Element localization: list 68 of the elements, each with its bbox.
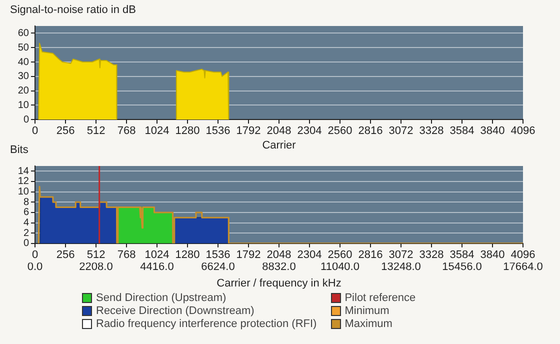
x-tick-label: 3328 xyxy=(419,125,444,138)
x-tick-label: 3584 xyxy=(450,125,474,138)
x-tick-label: 2816 xyxy=(358,249,383,262)
x2-tick-label: 0.0 xyxy=(27,261,43,274)
x2-tick-label: 4416.0 xyxy=(140,261,174,274)
y-tick-label: 40 xyxy=(18,56,30,68)
legend-label: Minimum xyxy=(344,305,390,317)
x-tick-label: 2816 xyxy=(358,125,383,138)
x2-tick-label: 11040.0 xyxy=(320,261,360,274)
y-axis-title: Signal-to-noise ratio in dB xyxy=(10,4,136,16)
x-tick-label: 4096 xyxy=(510,125,536,138)
legend-label: Send Direction (Upstream) xyxy=(96,292,226,304)
legend-label: Maximum xyxy=(344,318,392,330)
y-tick-label: 10 xyxy=(18,186,30,198)
x-tick-label: 512 xyxy=(86,125,106,138)
y-tick-label: 0 xyxy=(23,238,30,250)
x-axis-title: Carrier / frequency in kHz xyxy=(216,277,342,290)
x2-tick-label: 13248.0 xyxy=(381,261,421,274)
y-tick-label: 0 xyxy=(23,114,30,126)
x-axis-title: Carrier xyxy=(262,139,296,152)
x-tick-label: 2304 xyxy=(297,249,322,262)
x-tick-label: 1536 xyxy=(206,125,230,138)
x-tick-label: 1024 xyxy=(144,125,170,138)
x-tick-label: 3328 xyxy=(419,249,444,262)
y-tick-label: 12 xyxy=(18,176,30,188)
x-tick-label: 1792 xyxy=(236,249,261,262)
legend-label: Receive Direction (Downstream) xyxy=(96,305,254,317)
x-tick-label: 256 xyxy=(56,249,75,262)
x-tick-label: 3840 xyxy=(480,125,505,138)
x2-tick-label: 17664.0 xyxy=(503,261,543,274)
legend-label: Radio frequency interference protection (RFI) xyxy=(96,318,317,330)
x2-tick-label: 2208.0 xyxy=(79,261,113,274)
y-tick-label: 8 xyxy=(23,196,30,208)
x-tick-label: 2560 xyxy=(328,125,352,138)
x2-tick-label: 6624.0 xyxy=(201,261,235,274)
x-tick-label: 1024 xyxy=(144,249,170,262)
legend-label: Pilot reference xyxy=(344,292,416,304)
x-tick-label: 768 xyxy=(117,249,136,262)
x-tick-label: 256 xyxy=(56,125,75,138)
y-tick-label: 50 xyxy=(18,42,30,54)
x-tick-label: 2560 xyxy=(328,249,352,262)
x2-tick-label: 8832.0 xyxy=(262,261,296,274)
x-tick-label: 0 xyxy=(32,249,38,262)
x-tick-label: 768 xyxy=(117,125,136,138)
y-tick-label: 30 xyxy=(18,71,30,82)
x-tick-label: 512 xyxy=(86,249,106,262)
y-tick-label: 60 xyxy=(18,28,30,39)
y-tick-label: 14 xyxy=(18,166,30,177)
x-tick-label: 3840 xyxy=(480,249,505,262)
y-tick-label: 20 xyxy=(18,86,30,97)
y-tick-label: 10 xyxy=(18,100,30,111)
y-tick-label: 4 xyxy=(23,218,30,229)
x-tick-label: 2304 xyxy=(297,125,322,138)
x-tick-label: 1792 xyxy=(236,125,261,138)
x-tick-label: 2048 xyxy=(266,125,292,138)
x-tick-label: 1280 xyxy=(175,249,200,262)
x2-tick-label: 15456.0 xyxy=(442,261,482,274)
x-tick-label: 3072 xyxy=(388,249,414,262)
x-tick-label: 0 xyxy=(32,125,38,138)
y-axis-title: Bits xyxy=(10,144,28,156)
y-tick-label: 2 xyxy=(23,228,30,239)
x-tick-label: 1280 xyxy=(175,125,200,138)
x-tick-label: 3584 xyxy=(450,249,474,262)
x-tick-label: 3072 xyxy=(388,125,414,138)
x-tick-label: 4096 xyxy=(510,249,536,262)
x-tick-label: 2048 xyxy=(266,249,292,262)
x-tick-label: 1536 xyxy=(206,249,230,262)
y-tick-label: 6 xyxy=(23,207,30,218)
